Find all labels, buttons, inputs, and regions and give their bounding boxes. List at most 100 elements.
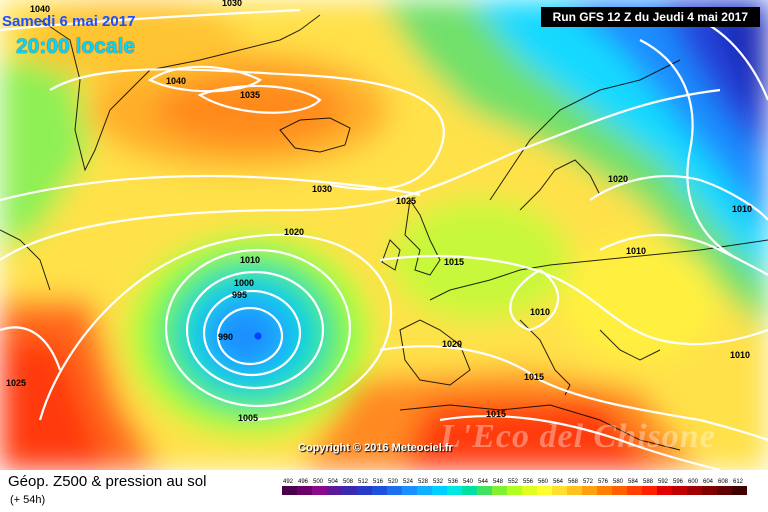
- scale-label: 532: [433, 479, 444, 485]
- scale-label: 580: [613, 479, 624, 485]
- pressure-label: 1010: [626, 246, 646, 256]
- scale-swatch: [477, 486, 492, 495]
- scale-swatch: [312, 486, 327, 495]
- scale-swatch: [552, 486, 567, 495]
- scale-swatch: [462, 486, 477, 495]
- scale-label: 544: [478, 479, 489, 485]
- scale-swatch: [687, 486, 702, 495]
- scale-label: 556: [523, 479, 534, 485]
- pressure-label: 1020: [442, 339, 462, 349]
- scale-swatch: [357, 486, 372, 495]
- scale-swatch: [582, 486, 597, 495]
- copyright: Copyright © 2016 Meteociel.fr: [298, 442, 453, 454]
- scale-label: 520: [388, 479, 399, 485]
- pressure-label: 1010: [732, 204, 752, 214]
- scale-swatch: [522, 486, 537, 495]
- scale-swatch: [537, 486, 552, 495]
- scale-swatch: [387, 486, 402, 495]
- scale-swatch: [282, 486, 297, 495]
- weather-map: 1040 1030 1040 1035 1030 1025 1020 1020 …: [0, 0, 768, 470]
- scale-swatch: [672, 486, 687, 495]
- scale-label: 504: [328, 479, 339, 485]
- scale-label: 508: [343, 479, 354, 485]
- legend-title: Géop. Z500 & pression au sol: [8, 473, 207, 490]
- pressure-label: 1005: [238, 413, 258, 423]
- pressure-label: 1025: [396, 196, 416, 206]
- scale-label: 568: [568, 479, 579, 485]
- scale-swatch: [627, 486, 642, 495]
- pressure-label: 1040: [30, 4, 50, 14]
- scale-swatch: [717, 486, 732, 495]
- scale-label: 540: [463, 479, 474, 485]
- scale-label: 536: [448, 479, 459, 485]
- pressure-label: 1010: [240, 255, 260, 265]
- coastlines: [0, 14, 768, 451]
- pressure-labels: 1040 1030 1040 1035 1030 1025 1020 1020 …: [6, 0, 752, 423]
- scale-label: 524: [403, 479, 414, 485]
- scale-label: 596: [673, 479, 684, 485]
- pressure-label: 1035: [240, 90, 260, 100]
- pressure-label: 990: [218, 332, 233, 342]
- scale-label: 516: [373, 479, 384, 485]
- scale-swatch: [432, 486, 447, 495]
- scale-label: 512: [358, 479, 369, 485]
- pressure-label: 1015: [444, 257, 464, 267]
- forecast-time: 20:00 locale: [16, 35, 136, 58]
- legend-subtitle: (+ 54h): [10, 494, 46, 506]
- scale-swatch: [447, 486, 462, 495]
- scale-label: 552: [508, 479, 519, 485]
- scale-label: 584: [628, 479, 639, 485]
- pressure-label: 1000: [234, 278, 254, 288]
- scale-swatch: [342, 486, 357, 495]
- pressure-label: 1030: [222, 0, 242, 8]
- pressure-label: 1015: [486, 409, 506, 419]
- legend-bar: Géop. Z500 & pression au sol (+ 54h) 492…: [0, 470, 768, 512]
- scale-label: 592: [658, 479, 669, 485]
- scale-label: 560: [538, 479, 549, 485]
- forecast-date: Samedi 6 mai 2017: [2, 13, 136, 30]
- color-scale: 492 496 500 504 508 512 516 520 524 528 532 536 540 5…: [282, 479, 747, 495]
- scale-swatch: [597, 486, 612, 495]
- scale-label: 496: [298, 479, 309, 485]
- pressure-label: 1010: [530, 307, 550, 317]
- scale-label: 492: [283, 479, 294, 485]
- pressure-label: 1015: [524, 372, 544, 382]
- geopotential-field: [0, 0, 768, 470]
- pressure-label: 1040: [166, 76, 186, 86]
- scale-swatch: [417, 486, 432, 495]
- pressure-label: 1020: [284, 227, 304, 237]
- scale-label: 576: [598, 479, 609, 485]
- scale-swatch: [657, 486, 672, 495]
- scale-swatch: [732, 486, 747, 495]
- scale-label: 604: [703, 479, 714, 485]
- scale-swatch: [702, 486, 717, 495]
- scale-label: 608: [718, 479, 729, 485]
- scale-label: 564: [553, 479, 564, 485]
- scale-swatch: [402, 486, 417, 495]
- scale-swatch: [507, 486, 522, 495]
- pressure-label: 1020: [608, 174, 628, 184]
- pressure-label: 1025: [6, 378, 26, 388]
- scale-label: 572: [583, 479, 594, 485]
- pressure-label: 1030: [312, 184, 332, 194]
- scale-label: 612: [733, 479, 744, 485]
- scale-swatch: [492, 486, 507, 495]
- isobars: [0, 8, 768, 470]
- scale-label: 500: [313, 479, 324, 485]
- pressure-label: 1010: [730, 350, 750, 360]
- scale-label: 600: [688, 479, 699, 485]
- scale-swatch: [612, 486, 627, 495]
- scale-swatch: [327, 486, 342, 495]
- scale-swatch: [297, 486, 312, 495]
- run-info: Run GFS 12 Z du Jeudi 4 mai 2017: [540, 7, 760, 27]
- low-center-marker: [254, 332, 262, 340]
- scale-swatch: [372, 486, 387, 495]
- scale-label: 588: [643, 479, 654, 485]
- scale-swatch: [567, 486, 582, 495]
- scale-label: 528: [418, 479, 429, 485]
- scale-swatch: [642, 486, 657, 495]
- pressure-label: 995: [232, 290, 247, 300]
- watermark-logo: L'Eco del Chisone: [440, 418, 716, 455]
- scale-label: 548: [493, 479, 504, 485]
